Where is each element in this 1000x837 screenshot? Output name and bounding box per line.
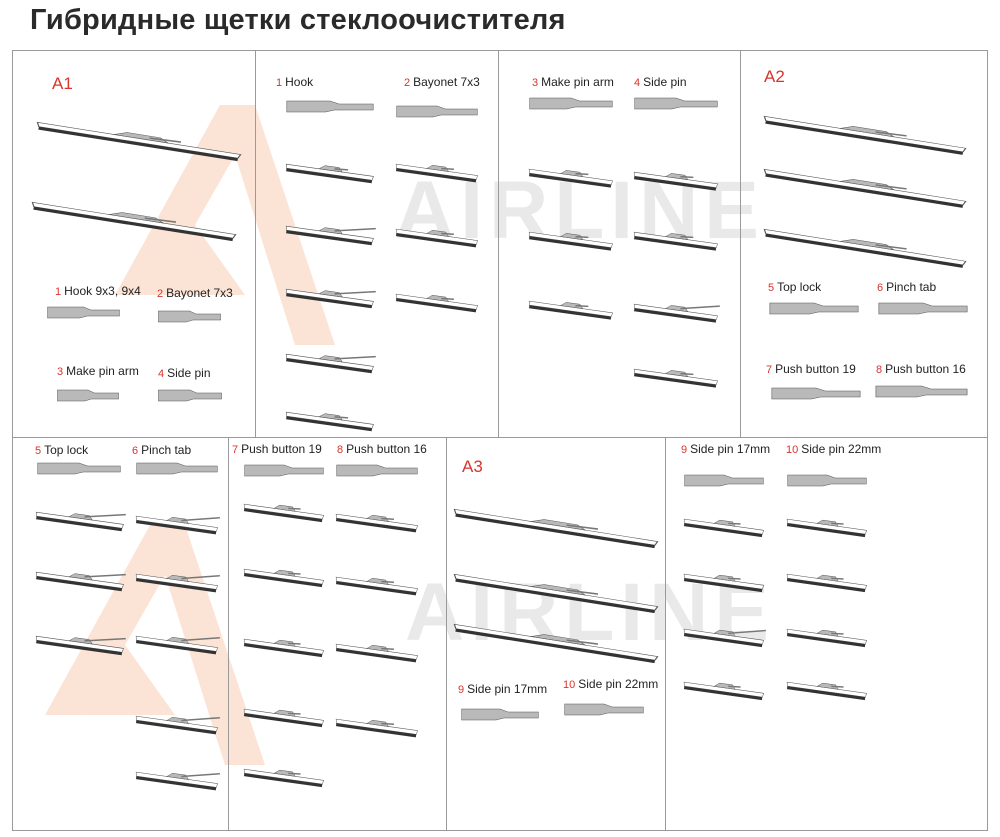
wiper-blade-illustration bbox=[394, 225, 479, 249]
connector-label: 8 Push button 16 bbox=[876, 362, 966, 376]
wiper-blade-illustration bbox=[632, 168, 719, 192]
wiper-blade-illustration bbox=[451, 620, 660, 665]
brand-watermark-text: AIRLINE bbox=[405, 567, 775, 658]
brand-logo-watermark bbox=[115, 105, 335, 345]
wiper-blade-illustration bbox=[242, 635, 325, 658]
wiper-blade-illustration bbox=[761, 165, 968, 209]
section-heading-a3: A3 bbox=[462, 457, 483, 476]
connector-label: 5 Top lock bbox=[768, 280, 822, 294]
wiper-blade-illustration bbox=[134, 512, 220, 536]
wiper-blade-illustration bbox=[334, 640, 419, 664]
bayonet-connector-icon bbox=[157, 308, 222, 324]
side-pin-22mm-icon bbox=[786, 472, 868, 488]
top-lock-connector-icon bbox=[768, 300, 860, 316]
wiper-blade-illustration bbox=[29, 198, 238, 243]
wiper-blade-illustration bbox=[527, 228, 614, 252]
connector-label: 4 Side pin bbox=[158, 366, 211, 380]
section-heading-a1: A1 bbox=[52, 74, 73, 93]
connector-label: 3 Make pin arm bbox=[532, 75, 614, 89]
wiper-blade-illustration bbox=[134, 712, 220, 736]
push-button-16-icon bbox=[335, 462, 419, 478]
wiper-blade-illustration bbox=[527, 165, 614, 189]
wiper-blade-illustration bbox=[682, 625, 766, 648]
wiper-blade-illustration bbox=[785, 625, 868, 648]
wiper-blade-illustration bbox=[527, 297, 614, 321]
side-pin-icon bbox=[157, 387, 223, 403]
wiper-blade-illustration bbox=[284, 350, 376, 374]
pinch-tab-connector-icon bbox=[135, 460, 219, 476]
wiper-blade-illustration bbox=[34, 508, 126, 532]
wiper-blade-illustration bbox=[632, 365, 719, 389]
side-pin-17mm-icon bbox=[460, 706, 540, 722]
wiper-blade-illustration bbox=[134, 632, 220, 656]
wiper-blade-illustration bbox=[682, 515, 765, 538]
wiper-blade-illustration bbox=[785, 570, 868, 593]
hook-connector-icon bbox=[285, 98, 375, 114]
push-button-16-icon bbox=[874, 383, 969, 399]
connector-label: 1 Hook bbox=[276, 75, 314, 89]
make-pin-arm-icon bbox=[528, 95, 614, 111]
connector-label: 9 Side pin 17mm bbox=[681, 442, 771, 456]
push-button-19-icon bbox=[243, 462, 325, 478]
wiper-blade-illustration bbox=[761, 225, 968, 269]
wiper-blade-illustration bbox=[785, 678, 868, 701]
wiper-blade-illustration bbox=[334, 573, 419, 597]
wiper-blade-illustration bbox=[394, 290, 479, 314]
hook-connector-icon bbox=[46, 304, 121, 320]
bayonet-connector-icon bbox=[395, 103, 479, 119]
connector-label: 10 Side pin 22mm bbox=[786, 442, 882, 456]
connector-label: 6 Pinch tab bbox=[132, 443, 192, 457]
connector-label: 6 Pinch tab bbox=[877, 280, 937, 294]
wiper-blade-illustration bbox=[242, 705, 325, 728]
wiper-blade-illustration bbox=[242, 565, 325, 588]
wiper-blade-illustration bbox=[284, 160, 375, 184]
connector-label: 5 Top lock bbox=[35, 443, 89, 457]
connector-label: 7 Push button 19 bbox=[766, 362, 856, 376]
brand-logo-watermark bbox=[45, 525, 265, 765]
connector-label: 2 Bayonet 7x3 bbox=[404, 75, 480, 89]
wiper-blade-illustration bbox=[34, 118, 243, 163]
pinch-tab-connector-icon bbox=[877, 300, 969, 316]
wiper-blade-illustration bbox=[284, 222, 376, 246]
connector-label: 8 Push button 16 bbox=[337, 442, 427, 456]
make-pin-arm-icon bbox=[56, 387, 120, 403]
panel-a1 bbox=[12, 50, 256, 438]
section-heading-a2: A2 bbox=[764, 67, 785, 86]
wiper-blade-illustration bbox=[451, 570, 660, 615]
connector-label: 4 Side pin bbox=[634, 75, 687, 89]
wiper-blade-illustration bbox=[242, 765, 325, 788]
connector-label: 3 Make pin arm bbox=[57, 364, 139, 378]
wiper-blade-illustration bbox=[334, 510, 419, 534]
top-lock-connector-icon bbox=[36, 460, 122, 476]
wiper-blade-illustration bbox=[134, 768, 220, 792]
connector-label: 7 Push button 19 bbox=[232, 442, 322, 456]
wiper-blade-illustration bbox=[394, 160, 479, 184]
wiper-blade-illustration bbox=[134, 570, 220, 594]
page-title: Гибридные щетки стеклоочистителя bbox=[30, 4, 566, 36]
wiper-blade-illustration bbox=[334, 715, 419, 739]
wiper-blade-illustration bbox=[284, 285, 376, 309]
wiper-blade-illustration bbox=[34, 632, 126, 656]
connector-label: 10 Side pin 22mm bbox=[563, 677, 659, 691]
wiper-blade-illustration bbox=[761, 112, 968, 156]
panel-side-pin bbox=[665, 437, 988, 831]
push-button-19-icon bbox=[770, 385, 862, 401]
side-pin-icon bbox=[633, 95, 719, 111]
connector-label: 2 Bayonet 7x3 bbox=[157, 286, 233, 300]
wiper-blade-illustration bbox=[284, 408, 375, 432]
wiper-blade-illustration bbox=[785, 515, 868, 538]
wiper-blade-illustration bbox=[451, 505, 660, 550]
connector-label: 1 Hook 9x3, 9x4 bbox=[55, 284, 141, 298]
wiper-blade-illustration bbox=[34, 568, 126, 592]
wiper-blade-illustration bbox=[632, 228, 719, 252]
wiper-blade-illustration bbox=[242, 500, 325, 523]
wiper-blade-illustration bbox=[682, 570, 765, 593]
connector-label: 9 Side pin 17mm bbox=[458, 682, 548, 696]
wiper-blade-illustration bbox=[632, 300, 720, 324]
side-pin-22mm-icon bbox=[563, 701, 645, 717]
wiper-blade-illustration bbox=[682, 678, 765, 701]
side-pin-17mm-icon bbox=[683, 472, 765, 488]
